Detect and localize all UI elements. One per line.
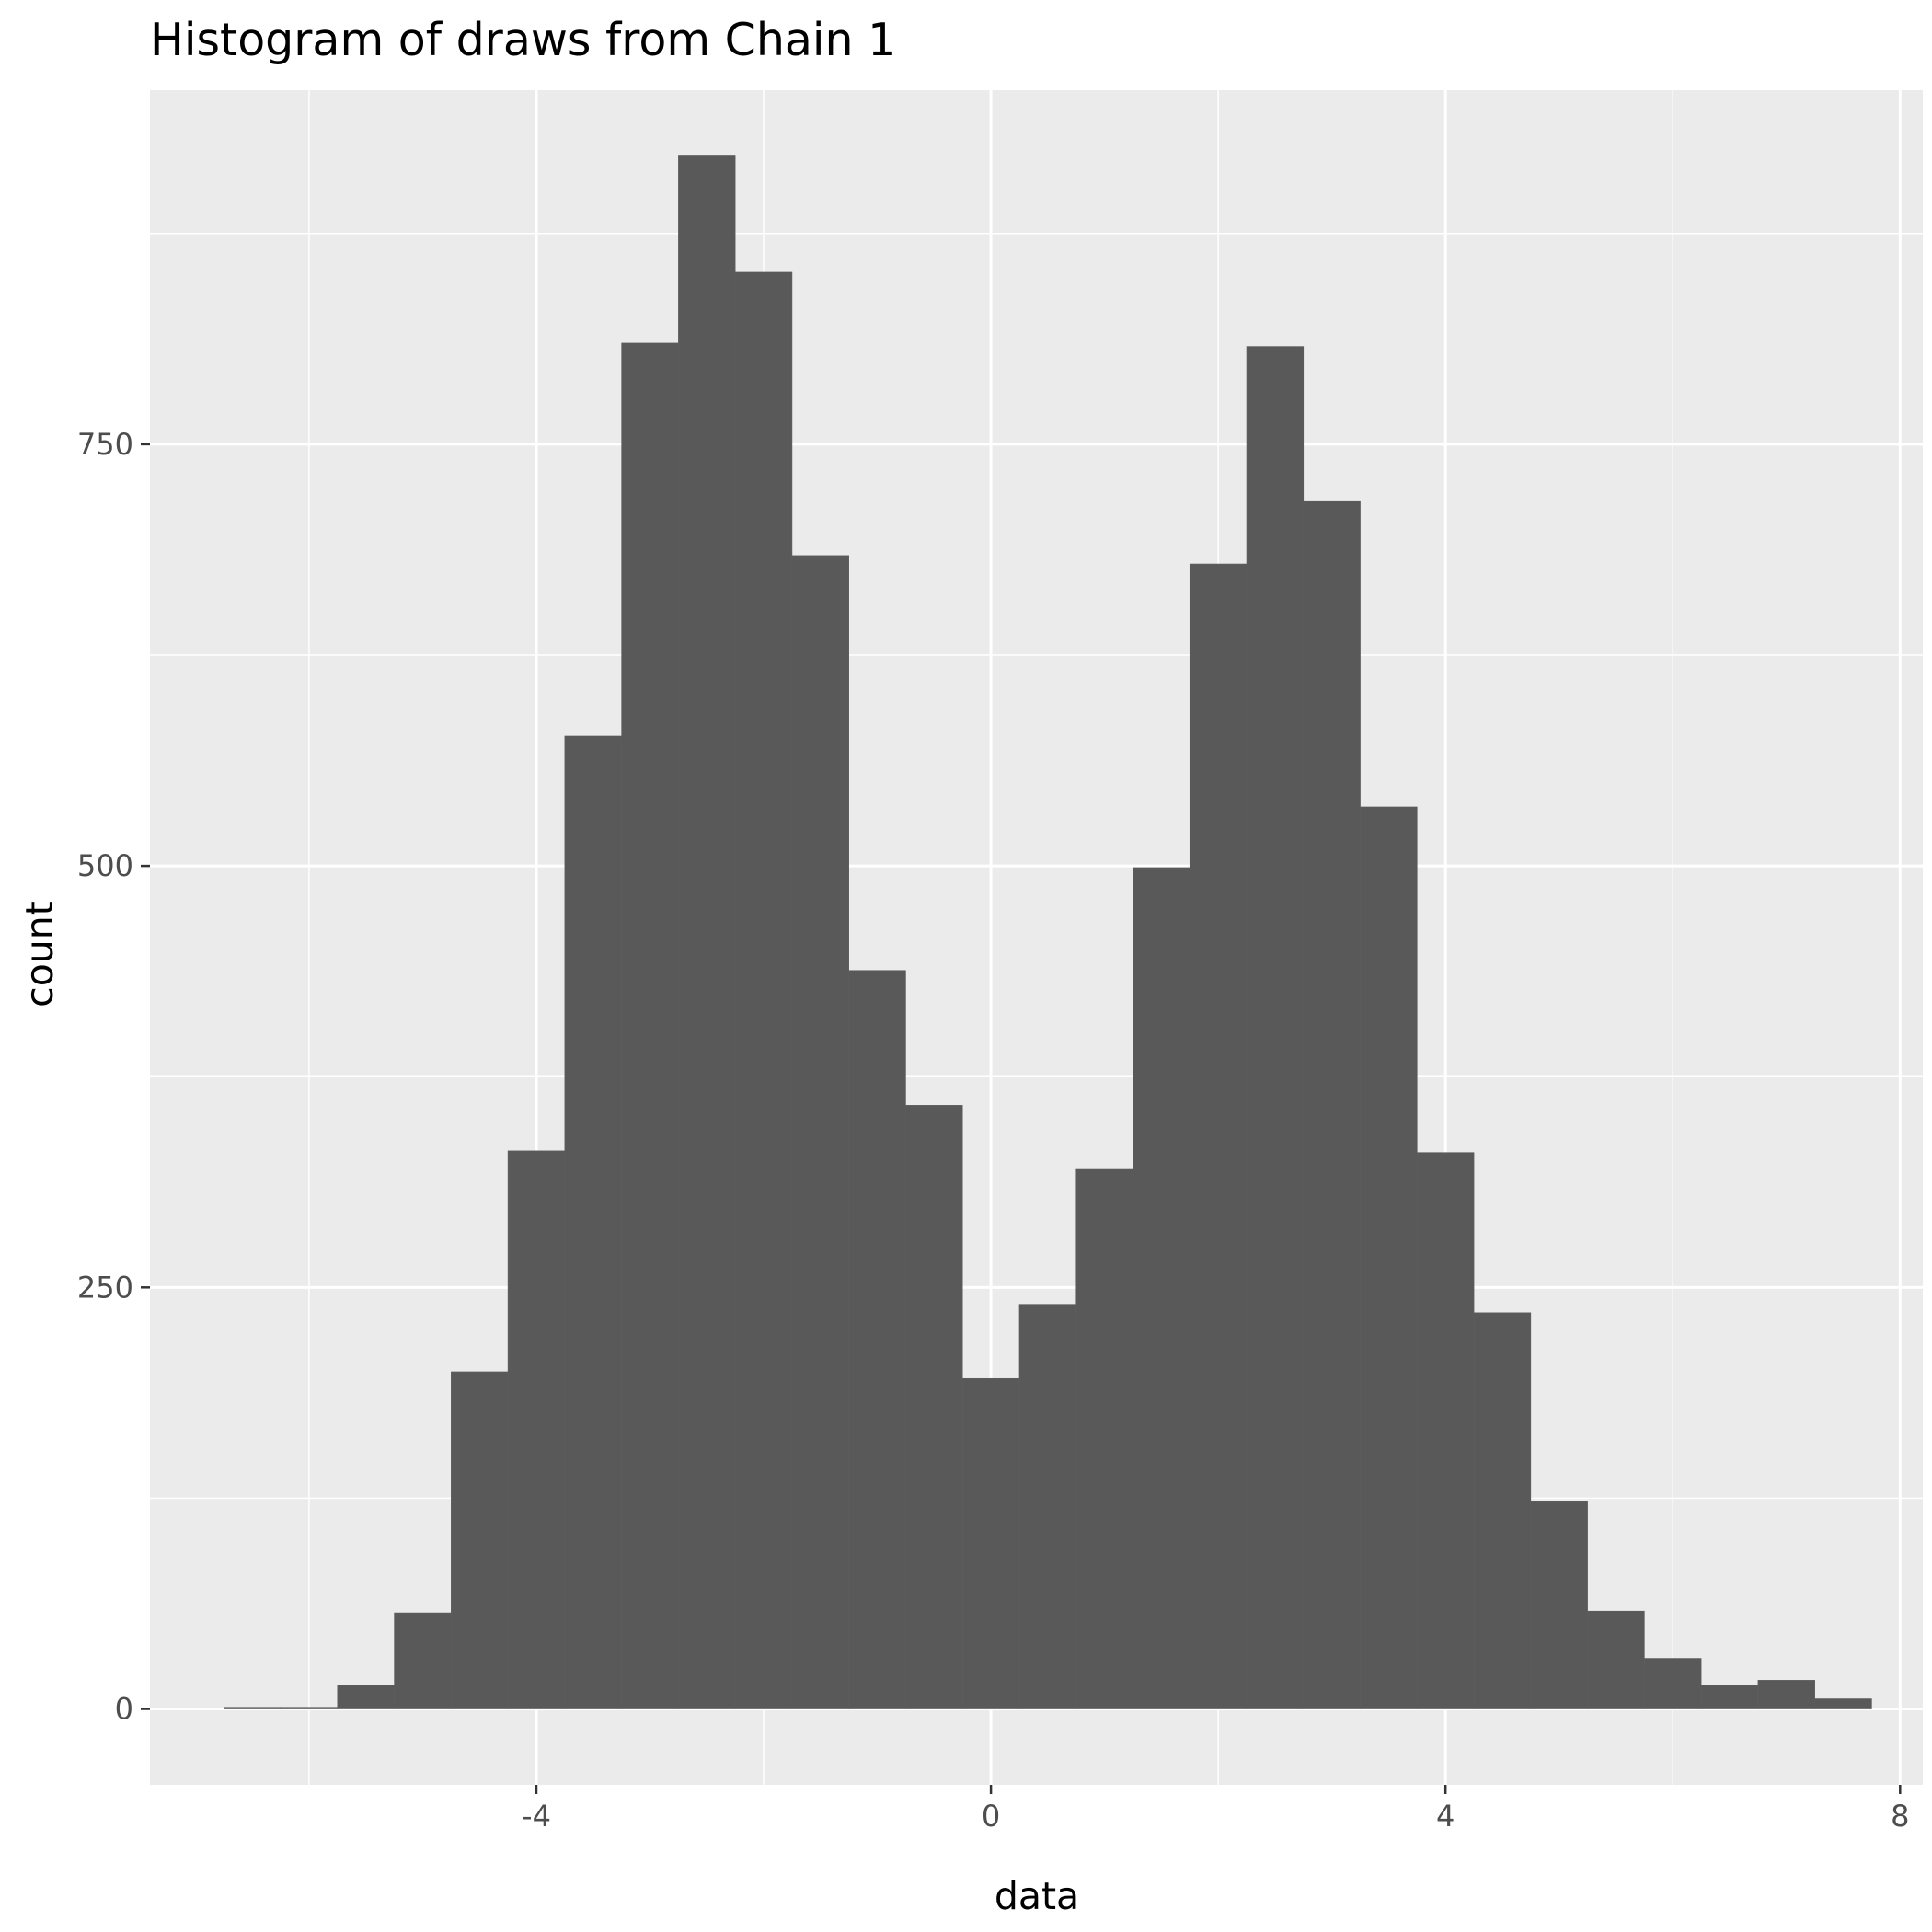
y-tick-label: 0 (115, 1692, 133, 1727)
histogram-bar (337, 1685, 395, 1709)
x-tick-label: 0 (982, 1799, 1000, 1834)
chart-title: Histogram of draws from Chain 1 (150, 14, 896, 66)
histogram-bar (734, 271, 793, 1709)
histogram-bars (223, 155, 1872, 1709)
histogram-bar (1417, 1152, 1475, 1709)
y-tick-label: 250 (77, 1270, 133, 1305)
histogram-bar (394, 1612, 452, 1709)
histogram-bar (1189, 563, 1248, 1709)
x-tick-label: 4 (1436, 1799, 1455, 1834)
y-tick-label: 500 (77, 848, 133, 883)
histogram-bar (1246, 346, 1305, 1709)
histogram-bar (1814, 1698, 1872, 1709)
histogram-bar (1018, 1304, 1077, 1709)
x-axis-title: data (995, 1874, 1079, 1918)
histogram-bar (507, 1150, 566, 1709)
histogram-bar (1700, 1685, 1759, 1709)
histogram-bar (905, 1105, 963, 1709)
histogram-bar (621, 342, 679, 1709)
histogram-bar (564, 735, 622, 1709)
histogram-bar (1303, 500, 1361, 1709)
histogram-bar (280, 1707, 339, 1709)
histogram-bar (1530, 1501, 1588, 1709)
histogram-bar (791, 555, 849, 1709)
histogram-bar (1757, 1680, 1815, 1709)
x-tick-label: -4 (522, 1799, 551, 1834)
histogram-bar (1075, 1168, 1133, 1709)
histogram-bar (451, 1371, 509, 1709)
histogram-bar (848, 970, 906, 1709)
histogram-bar (1587, 1610, 1645, 1709)
y-axis-title: count (17, 901, 62, 1007)
x-tick-label: 8 (1891, 1799, 1909, 1834)
histogram-bar (1644, 1658, 1702, 1709)
histogram-bar (678, 155, 736, 1709)
histogram-bar (1360, 806, 1418, 1709)
histogram-bar (1473, 1312, 1532, 1709)
histogram-bar (1133, 867, 1190, 1709)
histogram-bar (961, 1377, 1020, 1709)
histogram-bar (223, 1707, 282, 1709)
axes: -4 0 4 8 0 250 500 750 (77, 427, 1910, 1834)
y-tick-label: 750 (77, 427, 133, 462)
